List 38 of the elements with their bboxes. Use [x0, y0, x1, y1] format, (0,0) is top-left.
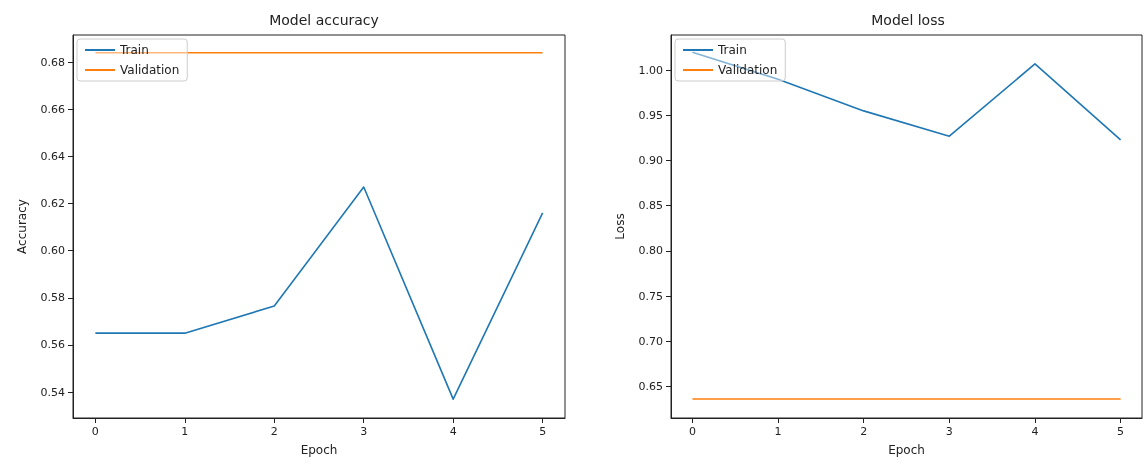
y-tick-label: 0.60	[40, 244, 65, 258]
y-tick-label: 0.75	[638, 289, 663, 303]
line-series	[94, 186, 544, 400]
x-tick-label: 1	[774, 425, 782, 438]
x-tick-label: 5	[1117, 425, 1125, 438]
y-tick-label: 0.90	[638, 154, 663, 168]
y-tick-label: 0.65	[638, 379, 663, 393]
legend-label: Train	[717, 43, 747, 57]
x-tick-label: 4	[449, 425, 457, 438]
chart-title: Model loss	[871, 12, 945, 28]
y-tick-label: 0.66	[40, 102, 65, 116]
y-tick-label: 0.95	[638, 108, 663, 122]
y-tick-label: 0.56	[40, 338, 65, 352]
chart-title: Model accuracy	[269, 12, 379, 28]
x-axis-title: Epoch	[300, 443, 338, 457]
x-axis-title: Epoch	[888, 443, 925, 457]
y-tick-label: 0.85	[638, 199, 663, 213]
x-tick-label: 2	[860, 425, 868, 438]
x-tick-label: 4	[1031, 425, 1039, 438]
y-tick-label: 0.58	[40, 291, 65, 305]
x-tick-label: 0	[91, 425, 99, 438]
y-axis-title: Accuracy	[15, 199, 29, 254]
y-tick-label: 0.54	[40, 385, 65, 399]
y-axis-title: Loss	[613, 213, 627, 240]
x-tick-label: 0	[688, 425, 696, 438]
y-tick-label: 0.64	[40, 149, 65, 163]
x-tick-label: 2	[270, 425, 278, 438]
legend-label: Validation	[718, 63, 778, 77]
y-tick-label: 0.68	[40, 55, 65, 69]
x-tick-label: 1	[181, 425, 189, 438]
y-tick-label: 1.00	[638, 63, 663, 77]
y-tick-label: 0.62	[40, 197, 65, 211]
x-tick-label: 3	[360, 425, 368, 438]
y-tick-label: 0.80	[638, 244, 663, 258]
legend-label: Validation	[120, 63, 180, 77]
x-tick-label: 3	[945, 425, 953, 438]
y-tick-label: 0.70	[638, 334, 663, 348]
x-tick-label: 5	[539, 425, 547, 438]
